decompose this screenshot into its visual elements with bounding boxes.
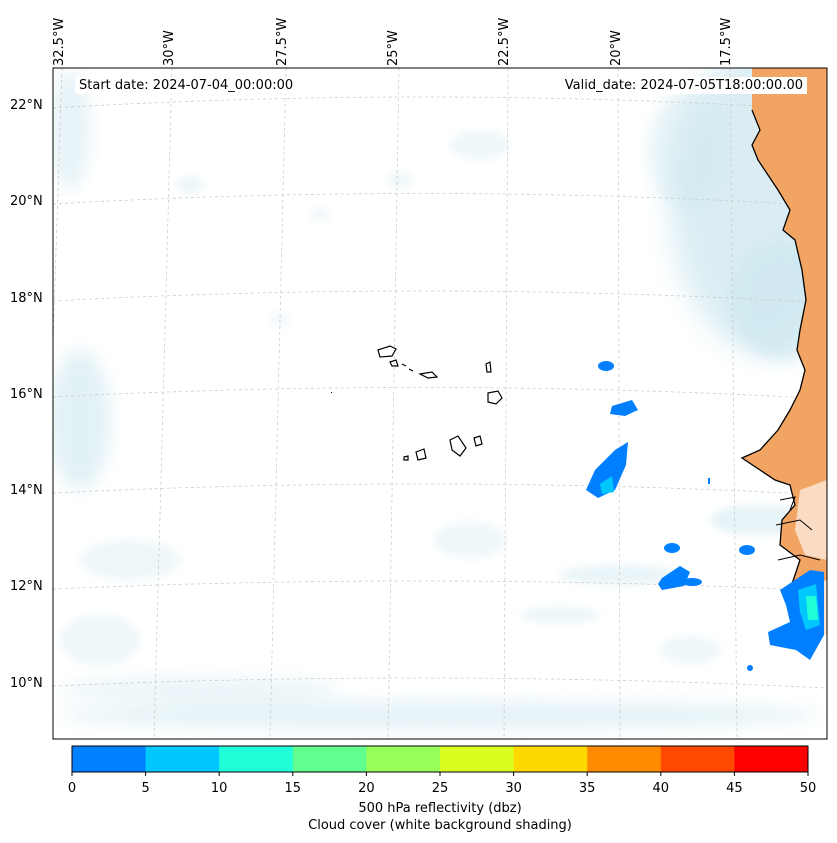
lon-label-text: 17.5°W bbox=[719, 17, 734, 66]
colorbar-tick-label: 35 bbox=[578, 781, 596, 796]
lat-label: 18°N bbox=[10, 291, 43, 306]
lon-label-text: 25°W bbox=[386, 30, 401, 66]
colorbar-tick-label: 40 bbox=[652, 781, 670, 796]
lon-label: 17.5°W bbox=[719, 6, 736, 66]
colorbar-segment bbox=[145, 746, 220, 772]
lon-label-text: 20°W bbox=[609, 30, 624, 66]
colorbar-sublabel: Cloud cover (white background shading) bbox=[308, 818, 572, 833]
map-plot-area bbox=[53, 68, 827, 739]
lat-label: 12°N bbox=[10, 579, 43, 594]
colorbar-tick-label: 5 bbox=[141, 781, 150, 796]
lat-label: 14°N bbox=[10, 483, 43, 498]
colorbar-tick-label: 20 bbox=[358, 781, 375, 796]
start-date-label: Start date: 2024-07-04_00:00:00 bbox=[75, 77, 298, 94]
colorbar bbox=[71, 745, 809, 776]
colorbar-segment bbox=[734, 746, 809, 772]
colorbar-segment bbox=[72, 746, 147, 772]
colorbar-segment bbox=[440, 746, 515, 772]
colorbar-segment bbox=[292, 746, 367, 772]
lon-label: 20°W bbox=[609, 6, 626, 66]
lat-label: 16°N bbox=[10, 387, 43, 402]
cape-verde-islands bbox=[377, 345, 503, 461]
lon-label-text: 27.5°W bbox=[275, 17, 290, 66]
colorbar-tick-label: 50 bbox=[799, 781, 817, 796]
lon-label: 25°W bbox=[386, 6, 403, 66]
colorbar-segment bbox=[587, 746, 662, 772]
map-frame bbox=[52, 67, 828, 740]
lon-label-text: 30°W bbox=[162, 30, 177, 66]
colorbar-tick-label: 0 bbox=[67, 781, 77, 796]
colorbar-segment bbox=[219, 746, 294, 772]
lat-label: 20°N bbox=[10, 194, 43, 209]
colorbar-tick-label: 10 bbox=[210, 781, 228, 796]
lat-label: 10°N bbox=[10, 676, 43, 691]
colorbar-segment bbox=[660, 746, 735, 772]
lon-label: 22.5°W bbox=[497, 6, 514, 66]
lon-label: 27.5°W bbox=[275, 6, 292, 66]
lon-label: 30°W bbox=[162, 6, 179, 66]
cloud-cover-shading bbox=[53, 68, 827, 729]
lon-label: 32.5°W bbox=[52, 6, 69, 66]
graticule bbox=[53, 68, 827, 739]
colorbar-segment bbox=[366, 746, 441, 772]
reflectivity-cells bbox=[586, 361, 824, 671]
lon-label-text: 32.5°W bbox=[52, 17, 67, 66]
colorbar-segment bbox=[513, 746, 588, 772]
colorbar-tick-label: 45 bbox=[726, 781, 743, 796]
lon-label-text: 22.5°W bbox=[497, 17, 512, 66]
valid-date-label: Valid_date: 2024-07-05T18:00:00.00 bbox=[560, 77, 807, 94]
colorbar-tick-marks bbox=[71, 772, 809, 776]
colorbar-tick-label: 15 bbox=[284, 781, 302, 796]
colorbar-tick-label: 25 bbox=[431, 781, 449, 796]
colorbar-tick-label: 30 bbox=[505, 781, 522, 796]
colorbar-segments bbox=[72, 746, 809, 772]
colorbar-label: 500 hPa reflectivity (dbz) bbox=[358, 801, 522, 816]
lat-label: 22°N bbox=[10, 98, 43, 113]
